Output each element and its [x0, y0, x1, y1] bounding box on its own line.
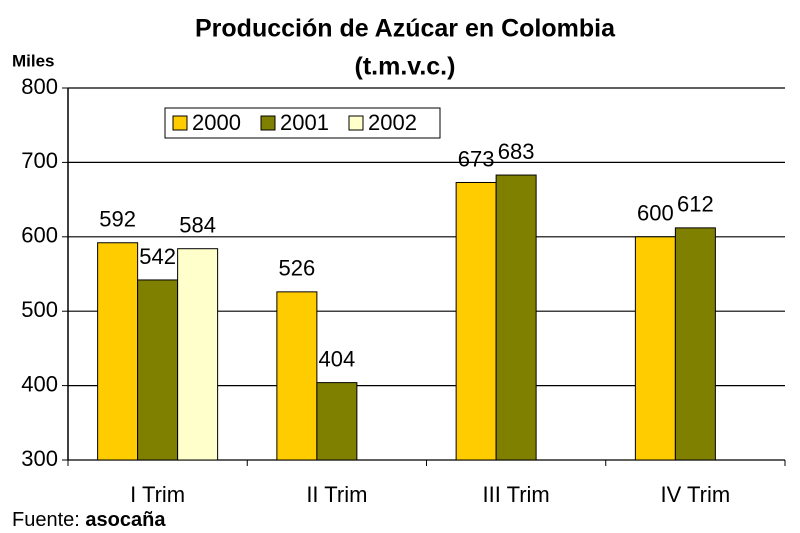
bar	[455, 181, 497, 461]
legend-swatch	[260, 115, 276, 131]
source-label: Fuente:	[12, 509, 80, 531]
x-tick-label: IV Trim	[661, 482, 731, 507]
data-label: 683	[498, 139, 535, 164]
legend-label: 2000	[192, 110, 241, 135]
legend-swatch	[348, 115, 364, 131]
chart-subtitle: (t.m.v.c.)	[355, 53, 456, 81]
y-tick-label: 300	[21, 446, 58, 471]
y-tick-label: 700	[21, 148, 58, 173]
bar	[177, 248, 219, 461]
bar	[276, 291, 318, 461]
data-label: 600	[637, 201, 674, 226]
data-label: 612	[677, 192, 714, 217]
bar	[674, 227, 716, 461]
y-axis-label: Miles	[12, 51, 55, 70]
legend-box	[164, 107, 441, 139]
x-tick-label: III Trim	[483, 482, 550, 507]
source: Fuente: asocaña	[12, 509, 166, 531]
y-tick-label: 800	[21, 74, 58, 99]
bar	[495, 174, 537, 461]
data-label: 673	[458, 146, 495, 171]
legend-label: 2001	[280, 110, 329, 135]
data-label: 584	[179, 213, 216, 238]
y-tick-label: 600	[21, 223, 58, 248]
bar	[137, 279, 179, 461]
chart-title: Producción de Azúcar en Colombia	[195, 15, 616, 43]
y-tick-label: 500	[21, 297, 58, 322]
data-label: 592	[99, 207, 136, 232]
y-tick-label: 400	[21, 371, 58, 396]
bar	[97, 242, 139, 461]
x-tick-label: II Trim	[306, 482, 367, 507]
legend-swatch	[172, 115, 188, 131]
bar	[316, 382, 358, 461]
bar	[634, 236, 676, 461]
legend-label: 2002	[368, 110, 417, 135]
data-label: 542	[139, 244, 176, 269]
x-tick-label: I Trim	[130, 482, 185, 507]
data-label: 404	[319, 346, 356, 371]
data-label: 526	[279, 256, 316, 281]
source-name: asocaña	[85, 509, 166, 531]
